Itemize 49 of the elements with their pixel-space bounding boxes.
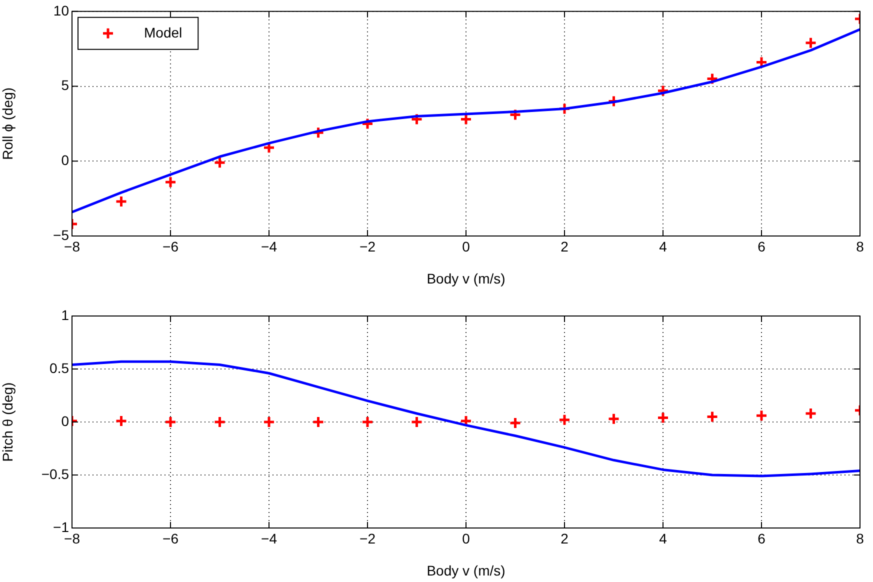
point — [804, 407, 817, 420]
x-tick-label: −2 — [360, 530, 376, 546]
y-tick-label: 1 — [61, 306, 70, 323]
point — [262, 416, 276, 428]
point — [115, 195, 128, 208]
x-tick-label: 4 — [659, 530, 668, 546]
x-tick-label: 8 — [856, 530, 864, 546]
point — [706, 410, 718, 423]
x-tick-label: −6 — [162, 238, 179, 254]
point — [706, 72, 718, 86]
x-tick-label: −4 — [261, 238, 278, 254]
y-tick-label: −0.5 — [41, 466, 70, 482]
point — [608, 412, 620, 426]
point — [509, 416, 522, 430]
point — [312, 416, 324, 428]
y-tick-label: −1 — [53, 518, 70, 535]
x-tick-label: 4 — [659, 238, 668, 254]
x-tick-label: 0 — [462, 238, 470, 254]
x-tick-label: 2 — [560, 238, 569, 254]
point — [410, 416, 423, 428]
point — [214, 156, 226, 169]
point — [214, 416, 226, 428]
point — [164, 416, 177, 428]
y-tick-label: 0.5 — [50, 360, 70, 376]
y-tick-label: 5 — [61, 77, 70, 94]
point — [755, 409, 768, 422]
point — [164, 176, 177, 188]
y-tick-label: 0 — [61, 412, 70, 429]
x-axis-title: Body v (m/s) — [426, 270, 506, 286]
point — [804, 36, 817, 50]
point — [558, 414, 571, 426]
point — [361, 416, 374, 428]
x-tick-label: 2 — [560, 530, 569, 546]
x-tick-label: 0 — [462, 530, 470, 546]
x-tick-label: −6 — [162, 530, 179, 546]
point — [115, 414, 128, 428]
y-axis-title: Roll ϕ (deg) — [0, 87, 16, 160]
y-tick-label: 0 — [61, 152, 70, 168]
legend-label: Model — [144, 24, 182, 40]
x-tick-label: −2 — [360, 238, 376, 254]
y-tick-label: −5 — [53, 226, 70, 243]
point — [656, 412, 670, 424]
x-tick-label: −4 — [261, 530, 278, 546]
x-tick-label: 6 — [758, 238, 766, 254]
x-tick-label: 8 — [856, 238, 864, 254]
x-tick-label: 6 — [758, 530, 766, 546]
y-axis-title: Pitch θ (deg) — [0, 382, 16, 462]
x-axis-title: Body v (m/s) — [426, 562, 506, 578]
y-tick-label: 10 — [53, 2, 70, 18]
